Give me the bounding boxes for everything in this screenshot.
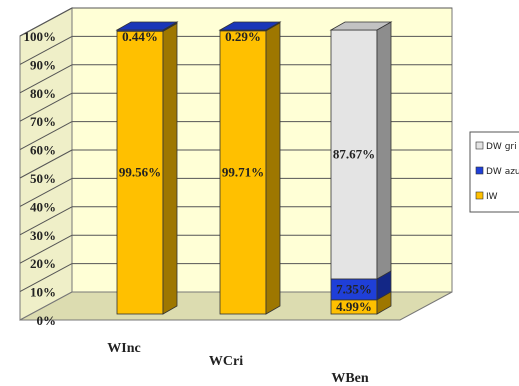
gridline-side [19,121,73,151]
data-label: 87.67% [333,146,375,161]
legend-swatch [475,141,484,150]
y-tick-label: 50% [30,171,56,186]
bars: 99.56% 0.44% 99.71% 0.29% 4.99% 7.35% 87.67% [115,21,393,315]
y-tick-label: 10% [30,285,56,300]
gridline-side [19,64,73,94]
y-tick-label: 80% [30,86,56,101]
legend-swatch [475,166,484,175]
bar-segment [116,30,164,315]
category-label: WInc [107,341,140,356]
bar-segment [219,30,267,315]
gridline-side [19,234,73,264]
gridline-side [19,92,73,122]
category-label: WBen [331,371,369,386]
legend-entry: DW gri [486,142,517,152]
y-tick-label: 60% [30,143,56,158]
y-axis: 0% 10% 20% 30% 40% 50% 60% 70% 80% 90% 100% [24,29,57,328]
bar-segment-top [115,21,179,31]
data-label: 0.44% [122,29,158,44]
gridline-side [19,206,73,236]
data-label: 7.35% [336,281,372,296]
y-tick-label: 0% [37,313,57,328]
y-tick-label: 40% [30,199,56,214]
gridline-side [19,177,73,207]
x-axis: WInc WCri WBen [107,341,369,386]
gridline-side [19,35,73,65]
category-label: WCri [209,354,243,369]
gridline-side [19,263,73,293]
bar-segment-side [162,22,178,315]
legend-entry: DW azu [486,167,519,177]
bar-segment-top [218,21,282,31]
y-tick-label: 70% [30,114,56,129]
legend-swatch [475,191,484,200]
gridline-side [19,149,73,179]
bar-segment-side [265,22,281,315]
y-tick-label: 90% [30,57,56,72]
bar-segment-top [329,21,393,31]
bar-segment-side [376,21,392,280]
data-label: 99.56% [119,165,161,180]
data-label: 0.29% [225,29,261,44]
bar-segment [330,29,378,280]
data-label: 99.71% [222,164,264,179]
legend: DW gri DW azu IW [469,131,519,213]
y-tick-label: 20% [30,256,56,271]
y-tick-label: 30% [30,228,56,243]
data-label: 4.99% [336,299,372,314]
gridline-side [19,7,73,37]
y-tick-label: 100% [24,29,57,44]
legend-entry: IW [486,192,498,202]
